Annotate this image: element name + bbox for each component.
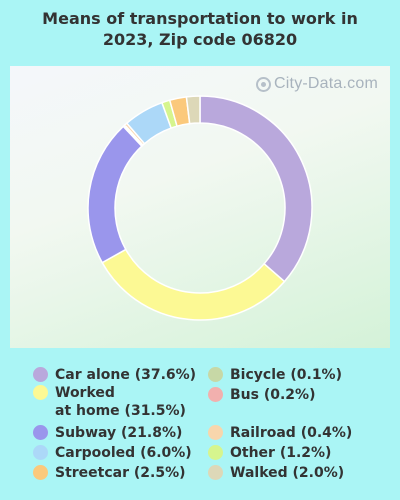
- legend-label: Bus (0.2%): [230, 387, 316, 403]
- watermark-text: City-Data.com: [274, 75, 378, 92]
- legend-item-carpooled: Carpooled (6.0%): [33, 444, 192, 462]
- legend-label: Walked (2.0%): [230, 465, 345, 481]
- legend-item-car-alone: Car alone (37.6%): [33, 366, 196, 384]
- chart-title-line-1: Means of transportation to work in: [42, 9, 358, 28]
- legend-label: Subway (21.8%): [55, 425, 183, 441]
- legend-swatch: [33, 385, 48, 400]
- legend-label: Railroad (0.4%): [230, 425, 353, 441]
- legend-label: Bicycle (0.1%): [230, 367, 342, 383]
- legend-item-bicycle: Bicycle (0.1%): [208, 366, 342, 384]
- legend-item-other: Other (1.2%): [208, 444, 331, 462]
- donut-chart: [87, 95, 313, 321]
- legend-swatch: [33, 425, 48, 440]
- legend-label: Other (1.2%): [230, 445, 332, 461]
- legend-swatch: [208, 387, 223, 402]
- donut-slice-worked-at-home: [101, 248, 286, 321]
- legend-swatch: [208, 367, 223, 382]
- legend-label: Streetcar (2.5%): [55, 465, 186, 481]
- legend-item-railroad: Railroad (0.4%): [208, 424, 352, 442]
- legend-item-streetcar: Streetcar (2.5%): [33, 464, 186, 482]
- chart-title: Means of transportation to work in 2023,…: [0, 8, 400, 50]
- donut-slice-walked: [185, 95, 201, 125]
- legend-item-worked-at-home: Worked at home (31.5%): [33, 384, 186, 420]
- legend-swatch: [33, 445, 48, 460]
- legend-label: Carpooled (6.0%): [55, 445, 192, 461]
- legend-label: Car alone (37.6%): [55, 367, 197, 383]
- chart-title-line-2: 2023, Zip code 06820: [102, 30, 298, 49]
- legend-swatch: [33, 465, 48, 480]
- legend-swatch: [208, 465, 223, 480]
- legend-label: Worked at home (31.5%): [55, 385, 186, 419]
- legend-item-bus: Bus (0.2%): [208, 386, 315, 404]
- donut-slice-car-alone: [199, 95, 313, 283]
- donut-slice-subway: [87, 125, 143, 264]
- watermark: City-Data.com: [256, 75, 378, 93]
- legend-item-subway: Subway (21.8%): [33, 424, 182, 442]
- legend-item-walked: Walked (2.0%): [208, 464, 344, 482]
- magnifier-icon: [256, 76, 272, 92]
- chart-legend: Car alone (37.6%) Worked at home (31.5%) S…: [33, 366, 393, 491]
- legend-swatch: [208, 445, 223, 460]
- legend-swatch: [33, 367, 48, 382]
- legend-swatch: [208, 425, 223, 440]
